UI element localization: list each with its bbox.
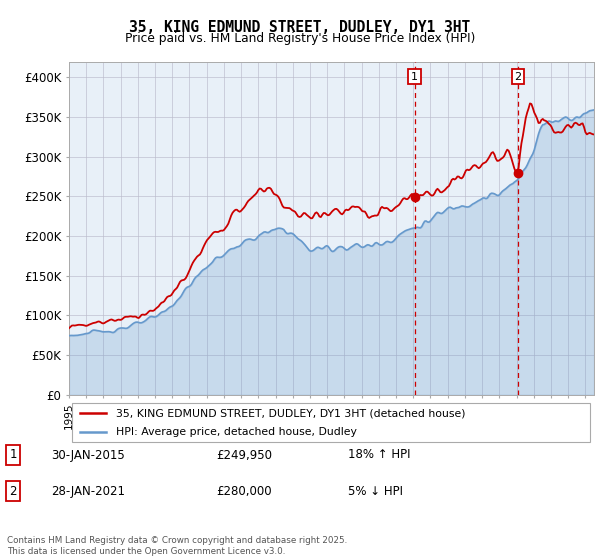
- Text: 35, KING EDMUND STREET, DUDLEY, DY1 3HT (detached house): 35, KING EDMUND STREET, DUDLEY, DY1 3HT …: [116, 408, 466, 418]
- Text: £249,950: £249,950: [216, 449, 272, 461]
- FancyBboxPatch shape: [71, 403, 590, 442]
- Text: Contains HM Land Registry data © Crown copyright and database right 2025.
This d: Contains HM Land Registry data © Crown c…: [7, 536, 347, 556]
- Text: 18% ↑ HPI: 18% ↑ HPI: [348, 449, 410, 461]
- Text: 2: 2: [10, 485, 17, 498]
- Text: 35, KING EDMUND STREET, DUDLEY, DY1 3HT: 35, KING EDMUND STREET, DUDLEY, DY1 3HT: [130, 20, 470, 35]
- Text: 1: 1: [411, 72, 418, 82]
- Text: 2: 2: [514, 72, 521, 82]
- Text: 28-JAN-2021: 28-JAN-2021: [51, 485, 125, 498]
- Text: 5% ↓ HPI: 5% ↓ HPI: [348, 485, 403, 498]
- Text: 30-JAN-2015: 30-JAN-2015: [51, 449, 125, 461]
- Text: Price paid vs. HM Land Registry's House Price Index (HPI): Price paid vs. HM Land Registry's House …: [125, 32, 475, 45]
- Text: £280,000: £280,000: [216, 485, 272, 498]
- Text: HPI: Average price, detached house, Dudley: HPI: Average price, detached house, Dudl…: [116, 427, 357, 437]
- Text: 1: 1: [10, 449, 17, 461]
